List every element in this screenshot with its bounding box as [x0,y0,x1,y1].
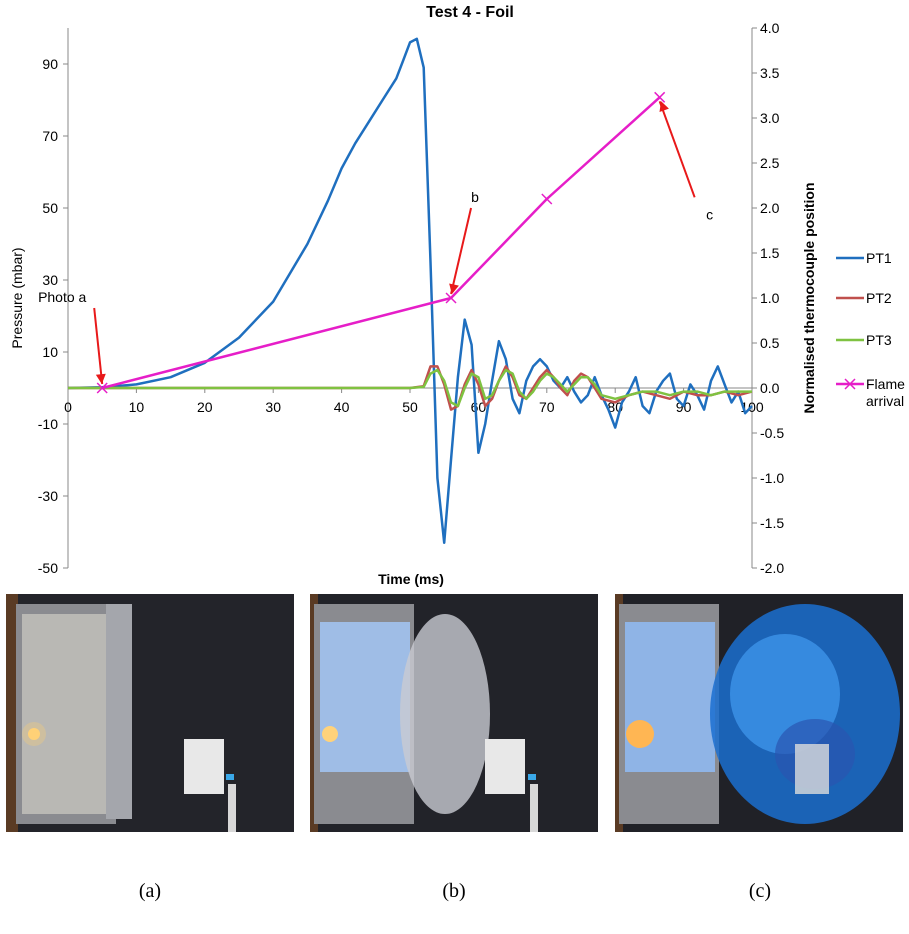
y2-tick-label: -2.0 [760,560,784,576]
x-tick-label: 10 [129,399,145,415]
y-axis-label: Pressure (mbar) [9,247,25,348]
y-tick-label: 10 [42,344,58,360]
photo-c-image [615,594,903,832]
legend-item: PT1 [836,250,892,266]
caption-a: (a) [138,880,162,902]
marker-stroke [654,91,666,103]
photo-c [615,594,903,832]
legend: PT1 PT2 PT3 Flame arrival [836,250,905,409]
annotation-label: b [471,189,479,205]
y2-tick-label: -1.0 [760,470,784,486]
annotation-arrow-shaft [658,100,696,198]
y-tick-label: 90 [42,56,58,72]
x-tick-label: 70 [539,399,555,415]
flame-arrival-marker [445,292,457,304]
annotation-arrow-shaft [450,207,473,295]
series-line-pt3 [68,368,752,408]
marker-stroke [96,382,108,394]
y-tick-label: 50 [42,200,58,216]
plot-area: 90 70 50 30 10 -10 -30 -50 4.0 3.5 3.0 2.5 2.0 1.5 1.0… [38,20,785,576]
caption-c: (c) [748,880,772,902]
caption-b: (b) [442,880,466,902]
marker-stroke [541,193,553,205]
y2-tick-label: 3.5 [760,65,780,81]
annotation-arrow-head [449,283,459,295]
annotation-label: c [706,206,713,222]
photo-a-image [6,594,294,832]
legend-marker [844,378,856,390]
legend-label: PT3 [866,332,892,348]
y2-tick-label: 3.0 [760,110,780,126]
y2-tick-label: 0.5 [760,335,780,351]
flame-arrival-marker [96,382,108,394]
legend-label: PT2 [866,290,892,306]
x-tick-label: 30 [265,399,281,415]
y-tick-label: 30 [42,272,58,288]
marker-stroke [445,292,457,304]
y2-tick-label: 1.5 [760,245,780,261]
series-line-pt1 [67,37,753,545]
annotation-label: Photo a [38,289,86,305]
photo-b [310,594,598,832]
y2-tick-label: 2.5 [760,155,780,171]
y2-axis-label: Normalised thermocouple position [801,182,817,413]
annotation-arrow-shaft [93,307,104,385]
y-tick-label: -10 [38,416,58,432]
y2-tick-label: 4.0 [760,20,780,36]
series-line-flame-arrival [101,96,661,390]
flame-arrival-marker [654,91,666,103]
flame-arrival-marker [541,193,553,205]
legend-item: Flame arrival [836,376,905,409]
annotation-arrow-head [95,373,106,385]
legend-item: PT3 [836,332,892,348]
y2-tick-label: 1.0 [760,290,780,306]
y-tick-label: -50 [38,560,58,576]
chart: Test 4 - Foil 90 70 50 30 10 -10 -30 -50 4.0 3.5 3… [9,4,905,587]
y2-tick-label: 2.0 [760,200,780,216]
legend-label: Flame arrival [866,376,905,409]
legend-label: PT1 [866,250,892,266]
y2-tick-label: -0.5 [760,425,784,441]
chart-title: Test 4 - Foil [426,4,514,21]
legend-item: PT2 [836,290,892,306]
photo-a [6,594,294,832]
x-tick-label: 0 [64,399,72,415]
y-tick-label: 70 [42,128,58,144]
x-axis-label: Time (ms) [378,571,444,587]
x-tick-label: 20 [197,399,213,415]
photo-b-image [310,594,598,832]
y-tick-label: -30 [38,488,58,504]
x-tick-label: 40 [334,399,350,415]
annotation-arrow-head [659,101,669,112]
y2-tick-label: -1.5 [760,515,784,531]
y2-tick-label: 0.0 [760,380,780,396]
x-tick-label: 50 [402,399,418,415]
